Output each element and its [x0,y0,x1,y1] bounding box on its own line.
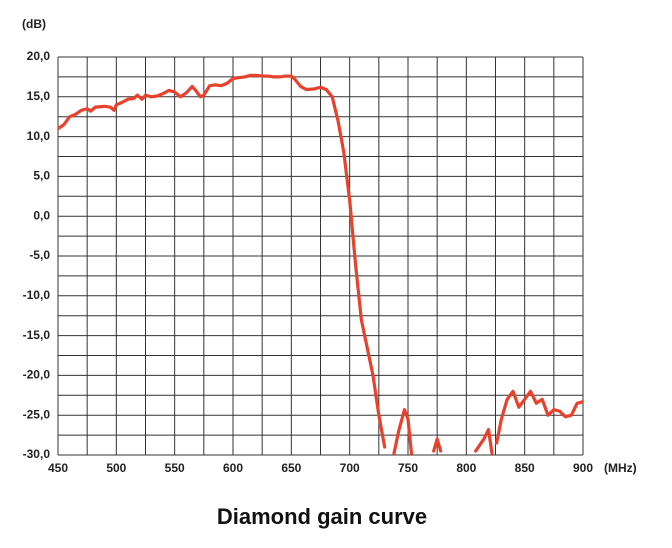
x-tick-label: 450 [48,461,68,475]
y-tick-label: 20,0 [27,49,51,63]
y-tick-label: -30,0 [23,447,51,461]
y-tick-label: 5,0 [33,169,50,183]
y-tick-label: -25,0 [23,407,51,421]
y-tick-label: 15,0 [27,89,51,103]
gain-curve [58,73,583,455]
y-tick-label: -20,0 [23,368,51,382]
grid [57,56,584,456]
x-tick-label: 800 [456,461,476,475]
x-tick-label: 850 [515,461,535,475]
x-tick-label: 750 [398,461,418,475]
x-tick-label: 650 [281,461,301,475]
y-tick-label: -5,0 [29,248,50,262]
y-tick-label: -15,0 [23,328,51,342]
x-tick-label: 700 [340,461,360,475]
y-tick-label: 0,0 [33,208,50,222]
x-tick-label: 600 [223,461,243,475]
caption: Diamond gain curve [217,504,427,529]
ticks: 20,0 15,0 10,0 5,0 0,0 -5,0 -10,0 -15,0 -20,0 -25… [23,49,594,475]
y-axis-label: (dB) [22,17,46,31]
x-tick-label: 900 [573,461,593,475]
y-tick-label: 10,0 [27,129,51,143]
x-tick-label: 550 [165,461,185,475]
x-axis-label: (MHz) [604,461,637,475]
plot [58,73,583,455]
y-tick-label: -10,0 [23,288,51,302]
x-tick-label: 500 [106,461,126,475]
